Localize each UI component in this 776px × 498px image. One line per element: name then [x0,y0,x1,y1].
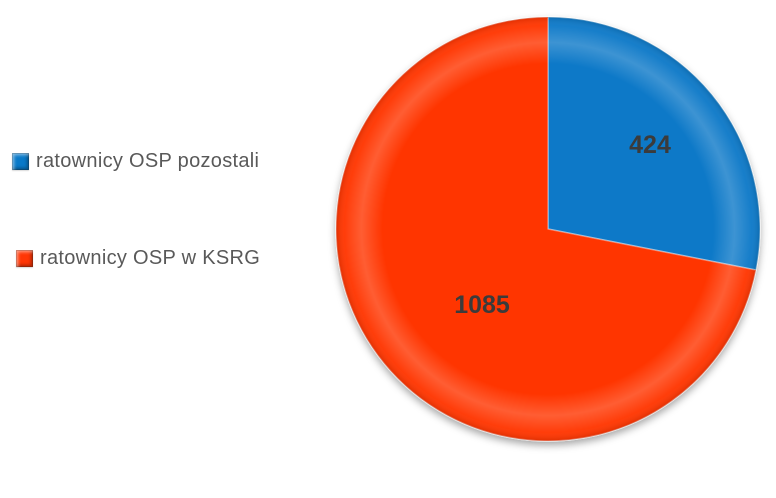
pie-data-labels: 424 1085 [454,131,671,319]
legend: ratownicy OSP pozostali ratownicy OSP w … [0,0,330,498]
pie-data-label: 1085 [454,291,510,319]
legend-item-ksrg: ratownicy OSP w KSRG [16,246,260,270]
legend-item-pozostali: ratownicy OSP pozostali [12,149,259,173]
legend-label-ksrg: ratownicy OSP w KSRG [40,246,261,269]
legend-swatch-blue-icon [12,152,29,170]
legend-label-pozostali: ratownicy OSP pozostali [36,149,260,172]
pie-data-label: 424 [629,131,671,159]
legend-swatch-red-icon [16,249,33,267]
pie-slices [335,16,761,442]
